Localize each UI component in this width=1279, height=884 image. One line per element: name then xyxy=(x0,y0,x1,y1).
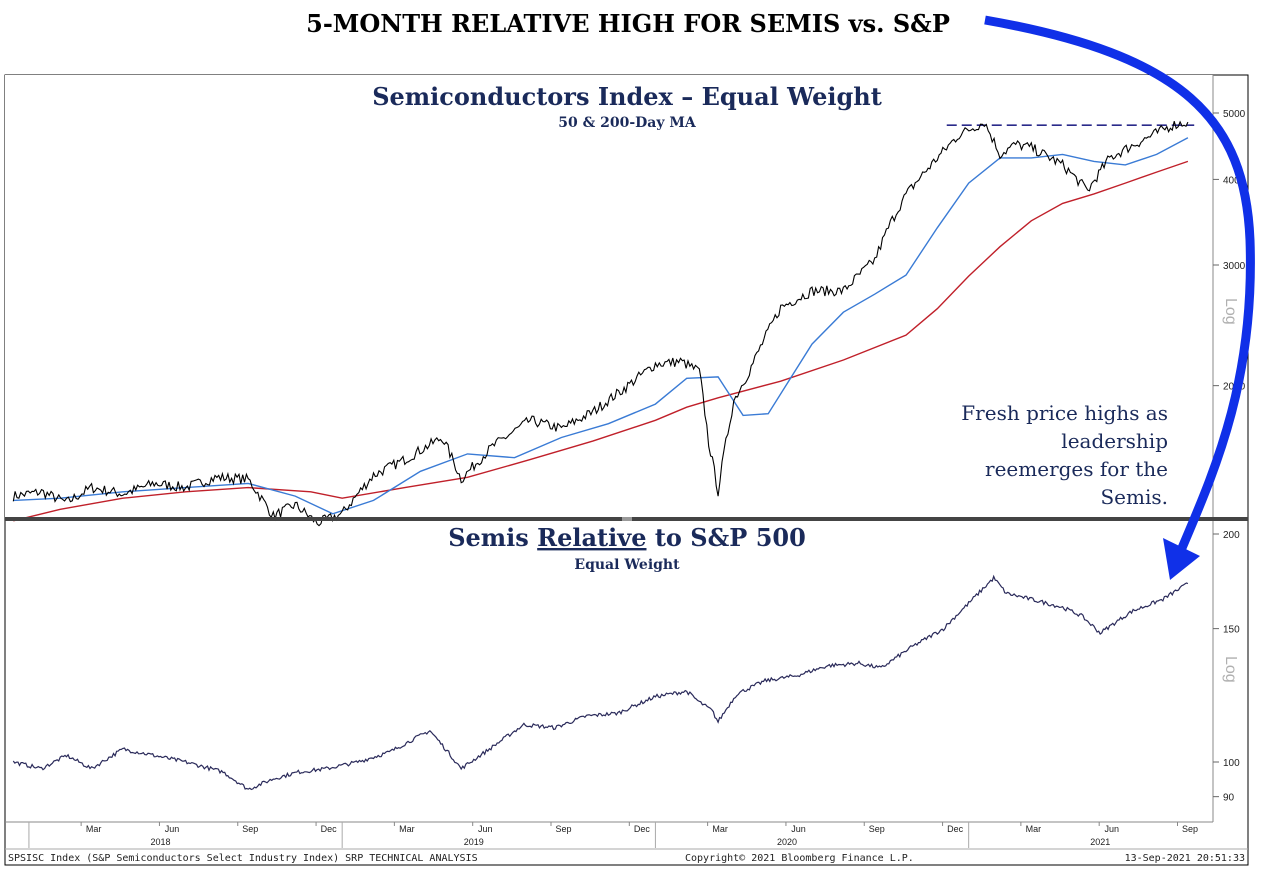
x-month-label: Sep xyxy=(1182,824,1198,834)
price-log-label: Log xyxy=(1222,298,1239,325)
relative-panel-subtitle: Equal Weight xyxy=(574,557,680,573)
annotation-line-1: Fresh price highs as xyxy=(961,401,1168,425)
x-month-label: Jun xyxy=(478,824,493,834)
annotation: Fresh price highs as leadership reemerge… xyxy=(961,401,1168,509)
price-tick-label: 4000 xyxy=(1223,175,1246,186)
price-panel-title: Semiconductors Index – Equal Weight xyxy=(372,82,882,111)
x-axis: Mar Jun Sep Dec Mar Jun Sep Dec Mar Jun Sep Dec Mar J… xyxy=(28,822,1198,848)
ma50-line xyxy=(13,137,1189,515)
price-plot-area xyxy=(5,75,1213,518)
arrow-curve xyxy=(984,15,1255,550)
x-month-label: Mar xyxy=(1026,824,1042,834)
relative-ticks: 200 150 100 90 xyxy=(1213,530,1240,804)
x-month-label: Sep xyxy=(869,824,885,834)
x-month-label: Jun xyxy=(1104,824,1119,834)
x-month-label: Jun xyxy=(165,824,180,834)
relative-tick-label: 90 xyxy=(1223,793,1235,804)
footer-right: 13-Sep-2021 20:51:33 xyxy=(1125,853,1245,864)
relative-line xyxy=(12,574,1189,791)
price-panel-subtitle: 50 & 200-Day MA xyxy=(558,115,697,131)
relative-panel-title: Semis Relative to S&P 500 xyxy=(448,523,806,552)
x-year-label: 2021 xyxy=(1090,837,1110,847)
footer-left: SPSISC Index (S&P Semiconductors Select … xyxy=(8,853,478,864)
x-year-label: 2018 xyxy=(150,837,170,847)
x-month-label: Dec xyxy=(947,824,964,834)
relative-tick-label: 200 xyxy=(1223,530,1240,541)
x-month-label: Mar xyxy=(712,824,728,834)
ma200-line xyxy=(13,160,1189,522)
annotation-line-4: Semis. xyxy=(1100,485,1168,509)
relative-panel: 200 150 100 90 Semis Relative to S&P 500 Eq… xyxy=(12,521,1240,822)
relative-tick-label: 100 xyxy=(1223,758,1240,769)
blue-arrow xyxy=(984,15,1255,580)
x-month-label: Dec xyxy=(634,824,651,834)
price-tick-label: 3000 xyxy=(1223,261,1246,272)
headline: 5-MONTH RELATIVE HIGH FOR SEMIS vs. S&P xyxy=(306,9,950,38)
x-month-label: Sep xyxy=(242,824,258,834)
divider-grip[interactable] xyxy=(622,517,632,521)
x-year-label: 2019 xyxy=(464,837,484,847)
x-year-label: 2020 xyxy=(777,837,797,847)
x-month-label: Dec xyxy=(321,824,338,834)
relative-log-label: Log xyxy=(1222,656,1239,683)
annotation-line-2: leadership xyxy=(1061,429,1168,453)
price-line xyxy=(12,120,1189,527)
x-month-label: Sep xyxy=(556,824,572,834)
relative-title-prefix: Semis xyxy=(448,523,537,552)
price-tick-label: 5000 xyxy=(1223,109,1246,120)
x-month-label: Jun xyxy=(791,824,806,834)
relative-title-suffix: to S&P 500 xyxy=(646,523,805,552)
relative-tick-label: 150 xyxy=(1223,625,1240,636)
x-month-label: Mar xyxy=(399,824,415,834)
annotation-line-3: reemerges for the xyxy=(985,457,1168,481)
footer-center: Copyright© 2021 Bloomberg Finance L.P. xyxy=(685,853,914,864)
x-month-label: Mar xyxy=(86,824,102,834)
relative-title-underlined: Relative xyxy=(537,523,646,552)
arrow-head xyxy=(1163,538,1200,580)
